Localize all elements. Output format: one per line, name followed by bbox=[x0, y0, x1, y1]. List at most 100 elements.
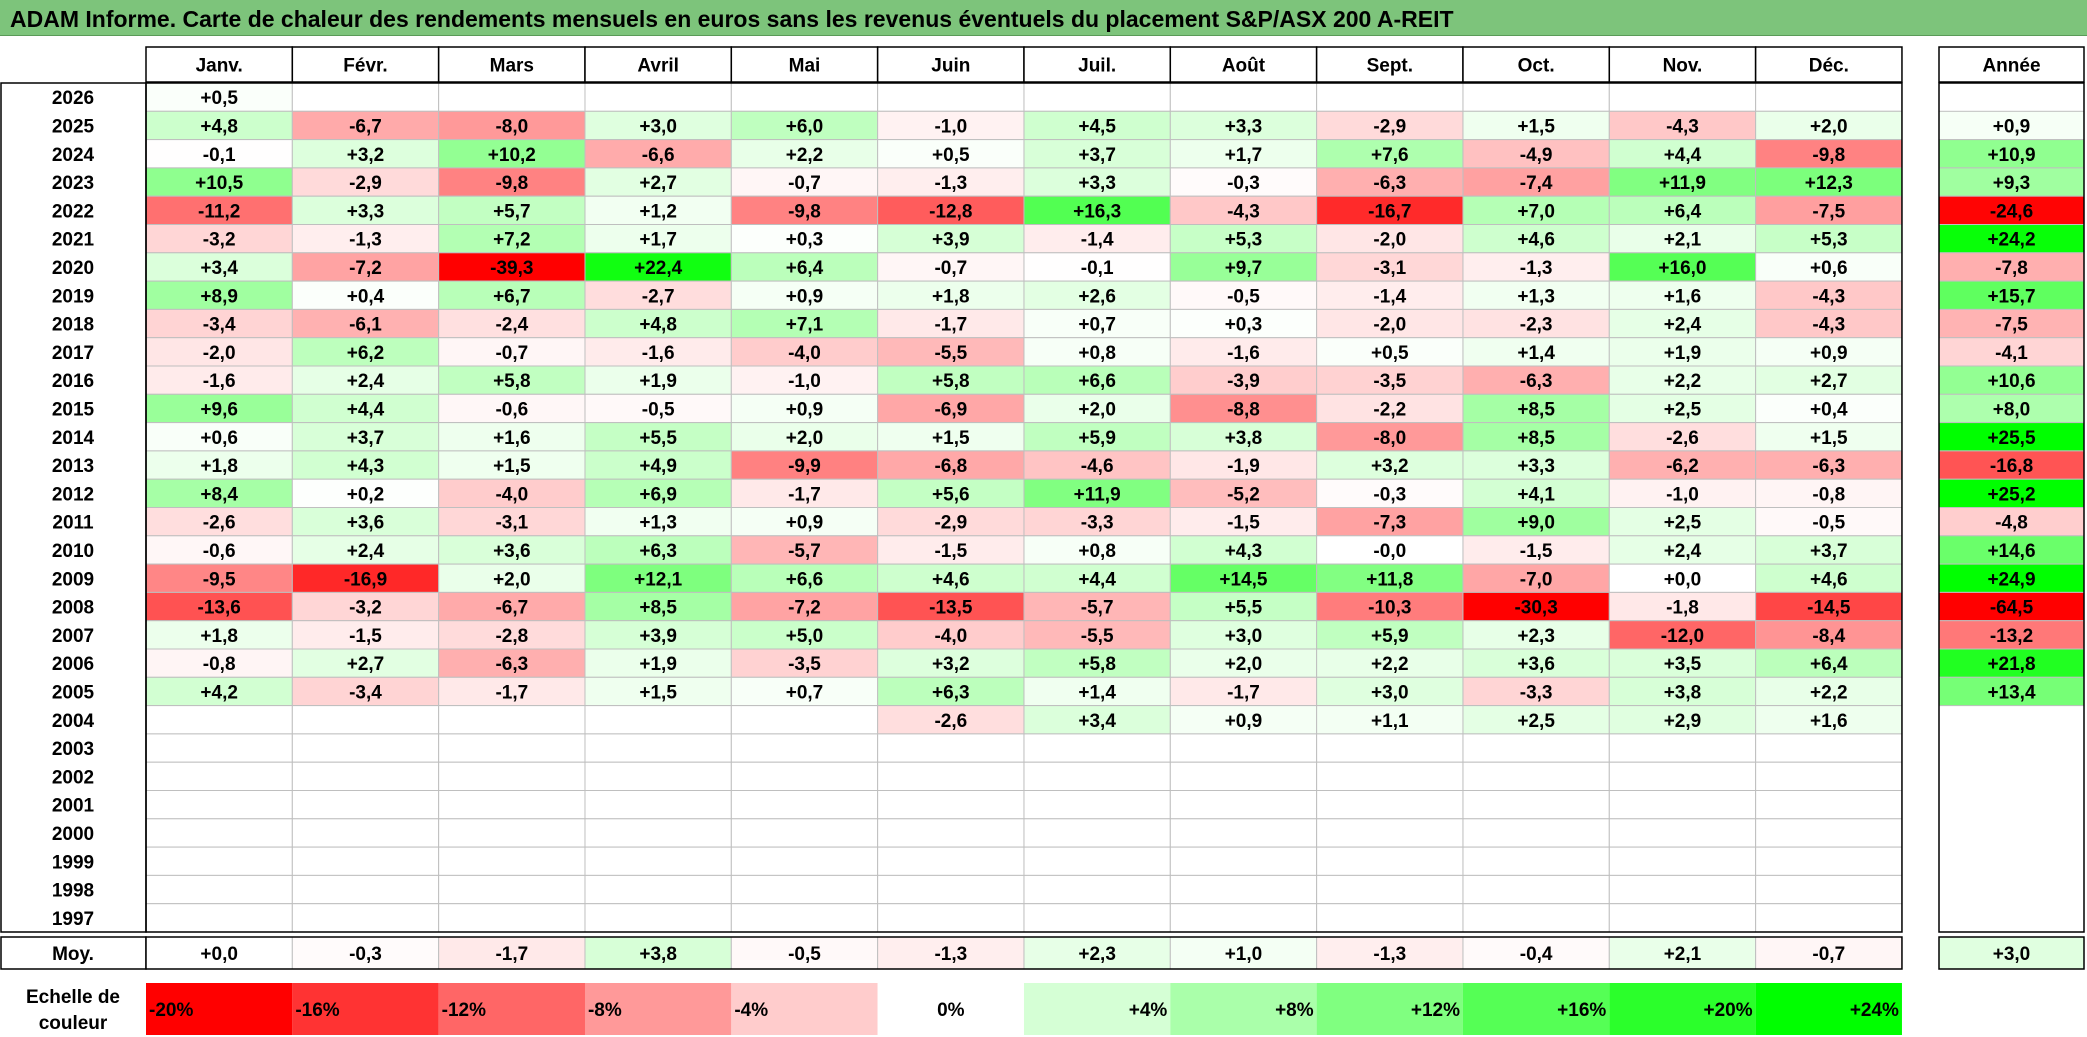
heatmap-cell bbox=[1316, 195, 1464, 225]
scale-swatch bbox=[1023, 983, 1171, 1035]
heatmap-cell bbox=[1316, 110, 1464, 141]
cell-value: +2,2 bbox=[786, 145, 824, 166]
heatmap-cell bbox=[1608, 790, 1757, 820]
average-value: -1,3 bbox=[1373, 944, 1406, 965]
cell-value: -2,6 bbox=[934, 711, 967, 732]
heatmap-cell bbox=[730, 450, 879, 480]
year-label: 2023 bbox=[52, 173, 94, 194]
heatmap-cell bbox=[1608, 846, 1757, 876]
heatmap-cell bbox=[1608, 818, 1757, 848]
scale-step-label: -20% bbox=[149, 1000, 193, 1021]
heatmap-cell bbox=[730, 337, 879, 367]
scale-swatch bbox=[877, 983, 1024, 1035]
cell-value: -4,3 bbox=[1812, 315, 1845, 336]
heatmap-cell bbox=[584, 591, 732, 622]
heatmap-cell bbox=[1755, 393, 1903, 424]
heatmap-cell bbox=[1755, 846, 1903, 876]
heatmap-cell bbox=[730, 733, 879, 763]
year-label: 1998 bbox=[52, 881, 94, 902]
cell-value: +0,8 bbox=[1078, 343, 1116, 364]
cell-value: +0,7 bbox=[786, 682, 824, 703]
cell-value: -0,8 bbox=[203, 654, 236, 675]
cell-value: -3,2 bbox=[349, 598, 382, 619]
cell-value: +2,0 bbox=[493, 569, 531, 590]
cell-value: -6,7 bbox=[349, 116, 382, 137]
scale-step-label: -8% bbox=[588, 1000, 622, 1021]
heatmap-cell bbox=[145, 195, 293, 225]
heatmap-cell bbox=[145, 224, 293, 254]
heatmap-cell bbox=[1755, 761, 1903, 792]
heatmap-cell bbox=[438, 733, 586, 763]
cell-value: -2,6 bbox=[203, 513, 236, 534]
heatmap-cell bbox=[1462, 365, 1610, 395]
heatmap-cell bbox=[1608, 308, 1757, 339]
cell-value: +2,2 bbox=[1371, 654, 1409, 675]
cell-value: +6,9 bbox=[639, 484, 677, 505]
cell-value: +8,5 bbox=[1517, 399, 1555, 420]
cell-value: -2,8 bbox=[495, 626, 528, 647]
heatmap-cell bbox=[1023, 195, 1171, 225]
heatmap-cell bbox=[1316, 903, 1464, 933]
cell-value: -3,4 bbox=[349, 682, 382, 703]
heatmap-cell bbox=[730, 818, 879, 848]
heatmap-cell bbox=[1755, 648, 1903, 678]
heatmap-cell bbox=[1608, 252, 1757, 282]
cell-value: +3,0 bbox=[1371, 682, 1409, 703]
heatmap-cell bbox=[1169, 507, 1318, 537]
month-label: Août bbox=[1222, 56, 1266, 77]
cell-value: +6,3 bbox=[932, 682, 970, 703]
heatmap-cell bbox=[438, 110, 586, 141]
heatmap-cell bbox=[291, 874, 440, 905]
cell-value: -0,1 bbox=[203, 145, 236, 166]
cell-value: +3,0 bbox=[639, 116, 677, 137]
heatmap-cell bbox=[1169, 563, 1318, 593]
cell-value: -9,8 bbox=[1812, 145, 1845, 166]
cell-value: -2,0 bbox=[1373, 230, 1406, 251]
cell-value: -1,5 bbox=[934, 541, 967, 562]
scale-swatch bbox=[1755, 983, 1902, 1035]
cell-value: +11,8 bbox=[1366, 569, 1413, 590]
annual-value: +13,4 bbox=[1987, 682, 2036, 703]
cell-value: +0,5 bbox=[1371, 343, 1409, 364]
cell-value: -14,5 bbox=[1807, 598, 1851, 619]
heatmap-cell bbox=[730, 195, 879, 225]
header-cell-annual bbox=[1938, 46, 2085, 83]
header-cell-2 bbox=[291, 46, 440, 83]
annual-header: Année bbox=[1982, 56, 2040, 77]
heatmap-cell bbox=[1316, 82, 1464, 112]
heatmap-cell bbox=[1023, 478, 1171, 509]
year-label: 2018 bbox=[52, 315, 94, 336]
cell-value: -9,9 bbox=[788, 456, 821, 477]
year-label: 2003 bbox=[52, 739, 94, 760]
cell-value: +16,3 bbox=[1073, 201, 1121, 222]
year-label: 2013 bbox=[52, 456, 94, 477]
cell-value: +0,9 bbox=[1225, 711, 1263, 732]
cell-value: +10,2 bbox=[488, 145, 536, 166]
cell-value: +6,4 bbox=[1810, 654, 1848, 675]
heatmap-cell bbox=[291, 761, 440, 792]
scale-step-label: -16% bbox=[295, 1000, 339, 1021]
heatmap-cell bbox=[145, 535, 293, 565]
heatmap-cell bbox=[1316, 790, 1464, 820]
cell-value: +0,4 bbox=[1810, 399, 1848, 420]
heatmap-cell bbox=[438, 874, 586, 905]
heatmap-cell bbox=[584, 563, 732, 593]
heatmap-cell bbox=[1608, 676, 1757, 707]
cell-value: +0,5 bbox=[932, 145, 970, 166]
heatmap-cell bbox=[1023, 903, 1171, 933]
year-label: 2014 bbox=[52, 428, 95, 449]
cell-value: -1,4 bbox=[1081, 230, 1114, 251]
heatmap-cell bbox=[291, 818, 440, 848]
annual-value: +24,9 bbox=[1987, 569, 2035, 590]
heatmap-cell bbox=[291, 308, 440, 339]
heatmap-cell bbox=[145, 705, 293, 735]
cell-value: -2,2 bbox=[1373, 399, 1406, 420]
cell-value: -39,3 bbox=[490, 258, 533, 279]
cell-value: +2,0 bbox=[1225, 654, 1263, 675]
heatmap-cell bbox=[1755, 507, 1903, 537]
month-label: Nov. bbox=[1663, 56, 1703, 77]
heatmap-cell bbox=[1462, 790, 1610, 820]
cell-value: +2,4 bbox=[347, 541, 385, 562]
heatmap-cell bbox=[1169, 705, 1318, 735]
cell-value: +6,6 bbox=[786, 569, 824, 590]
